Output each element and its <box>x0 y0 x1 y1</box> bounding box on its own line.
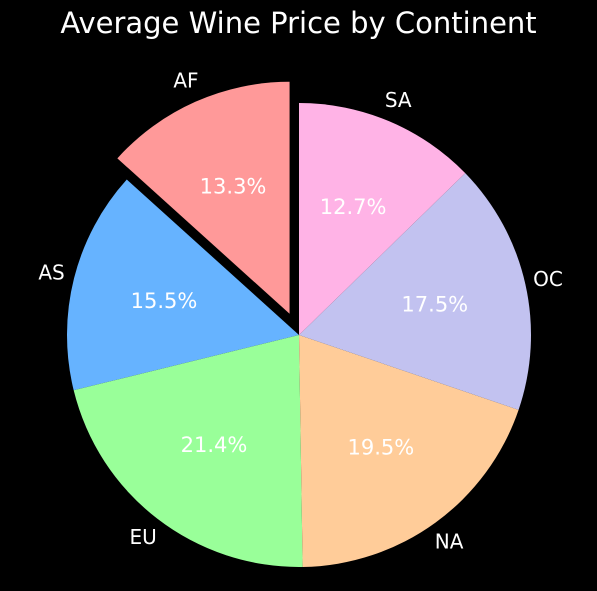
category-label-oc: OC <box>533 267 563 291</box>
category-label-af: AF <box>173 69 198 93</box>
percent-label-af: 13.3% <box>200 175 267 199</box>
pie-slice-as <box>66 179 299 391</box>
pie-slice-af <box>117 81 290 314</box>
chart-title: Average Wine Price by Continent <box>60 6 537 40</box>
pie-slice-sa <box>299 103 466 335</box>
category-label-as: AS <box>38 261 64 285</box>
pie-slice-oc <box>299 173 531 410</box>
percent-label-as: 15.5% <box>131 289 198 313</box>
percent-label-sa: 12.7% <box>320 195 387 219</box>
category-label-eu: EU <box>129 525 156 549</box>
pie-slice-na <box>299 335 519 567</box>
pie-slice-eu <box>73 335 303 568</box>
percent-label-oc: 17.5% <box>401 292 468 316</box>
pie-labels: AF 13.3% AS 15.5% EU 21.4% NA 19.5% OC 17.5% SA 12.… <box>38 69 562 554</box>
category-label-na: NA <box>435 529 464 553</box>
percent-label-na: 19.5% <box>348 436 415 460</box>
pie-slices <box>66 81 531 568</box>
category-label-sa: SA <box>385 88 412 112</box>
percent-label-eu: 21.4% <box>181 433 248 457</box>
